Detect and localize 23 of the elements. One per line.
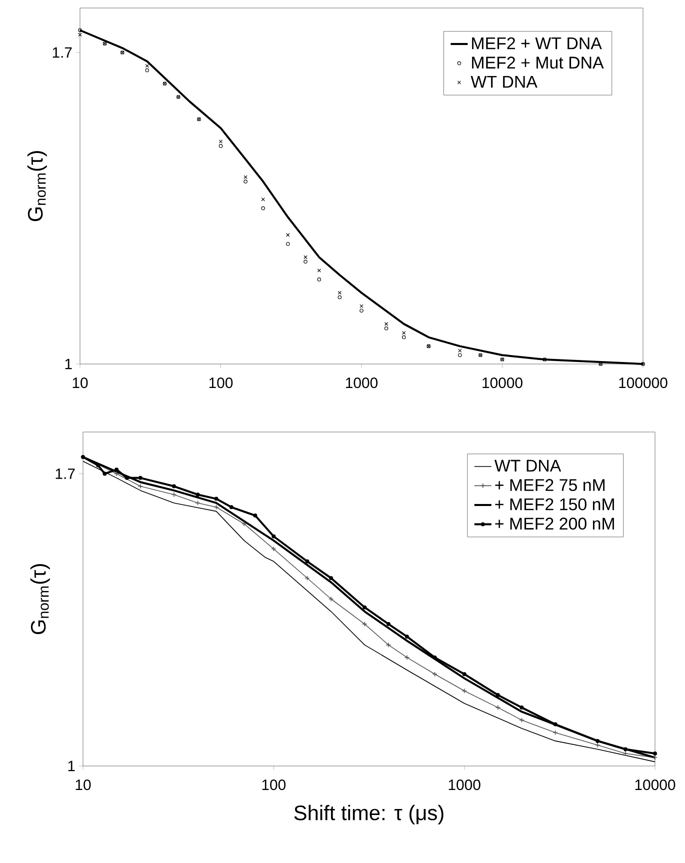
legend-label: WT DNA bbox=[494, 460, 562, 472]
legend-label: + MEF2 200 nM bbox=[495, 518, 614, 530]
x-tick-label: 10 bbox=[76, 780, 91, 790]
y-tick-label: 1.7 bbox=[56, 468, 75, 479]
x-tick-label: 1000 bbox=[448, 780, 480, 790]
x-tick-label: 100 bbox=[209, 378, 233, 388]
x-tick-label: 100 bbox=[262, 780, 286, 790]
y-axis-title: G$_{norm}$(τ) bbox=[30, 564, 50, 634]
x-axis-title: Shift time: τ (μs) bbox=[294, 804, 444, 824]
x-tick-label: 10 bbox=[72, 378, 88, 388]
x-tick-label: 1000 bbox=[346, 378, 378, 388]
x-tick-label: 100000 bbox=[619, 378, 668, 388]
y-tick-label: 1 bbox=[68, 760, 75, 772]
y-tick-label: 1.7 bbox=[52, 47, 72, 58]
x-tick-label: 10000 bbox=[482, 378, 522, 388]
y-axis-title: G$_{norm}$(τ) bbox=[27, 151, 47, 222]
x-tick-label: 10000 bbox=[635, 780, 676, 790]
legend-label: + MEF2 150 nM bbox=[495, 498, 614, 510]
legend-label: + MEF2 75 nM bbox=[495, 479, 605, 492]
legend-label: MEF2 + WT DNA bbox=[472, 37, 602, 50]
legend-label: WT DNA bbox=[470, 76, 538, 88]
y-tick-label: 1 bbox=[65, 358, 72, 370]
legend-label: MEF2 + Mut DNA bbox=[472, 56, 604, 69]
